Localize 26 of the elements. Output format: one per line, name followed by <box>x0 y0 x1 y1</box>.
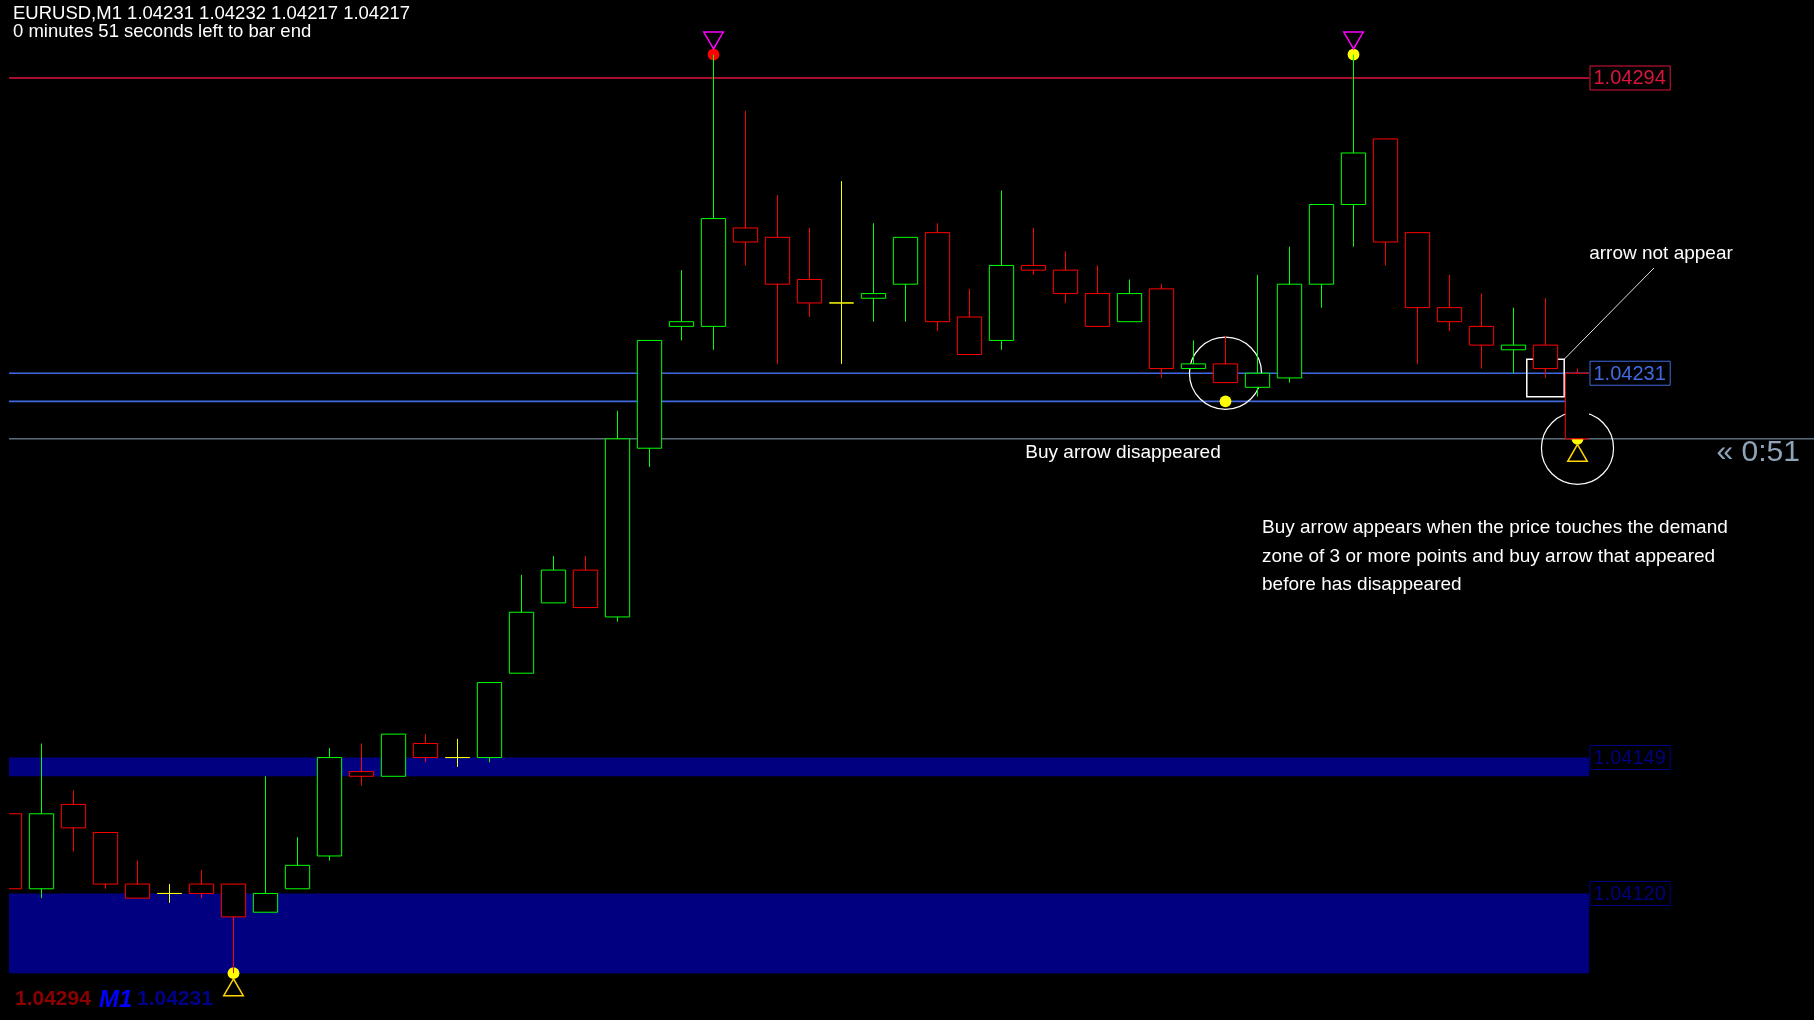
annotation: Buy arrow disappeared <box>1025 441 1221 462</box>
point <box>1343 31 1364 50</box>
annotation: Buy arrow appears when the price touches the demand zone of 3 or more points and buy arrow that appeared before has disappeared <box>1262 516 1728 594</box>
candlestick <box>444 738 471 768</box>
point <box>703 31 724 50</box>
candlestick <box>1500 307 1527 374</box>
y-tick-label: 1.04120 <box>1593 881 1666 904</box>
y-tick-label: 1.04149 <box>1593 746 1666 769</box>
candlestick <box>828 180 855 365</box>
candlestick <box>732 110 759 266</box>
candlestick <box>156 883 183 904</box>
annotation: 1.04294 <box>15 986 92 1009</box>
candlestick <box>1020 227 1047 276</box>
candlestick <box>348 742 375 787</box>
candlestick <box>668 269 695 341</box>
point <box>1219 395 1232 408</box>
text: « 0:51 <box>1716 434 1800 467</box>
chart-title: EURUSD,M1 1.04231 1.04232 1.04217 1.04217 <box>13 2 411 23</box>
point <box>223 978 244 997</box>
y-tick-label: 1.04294 <box>1593 66 1666 89</box>
annotation: 1.04231 <box>137 986 214 1009</box>
candlestick <box>1244 274 1271 398</box>
text: arrow not appear <box>1589 242 1734 263</box>
annotation: M1 <box>99 985 133 1012</box>
y-tick-label: 1.04231 <box>1593 361 1666 384</box>
candlestick <box>860 222 887 323</box>
